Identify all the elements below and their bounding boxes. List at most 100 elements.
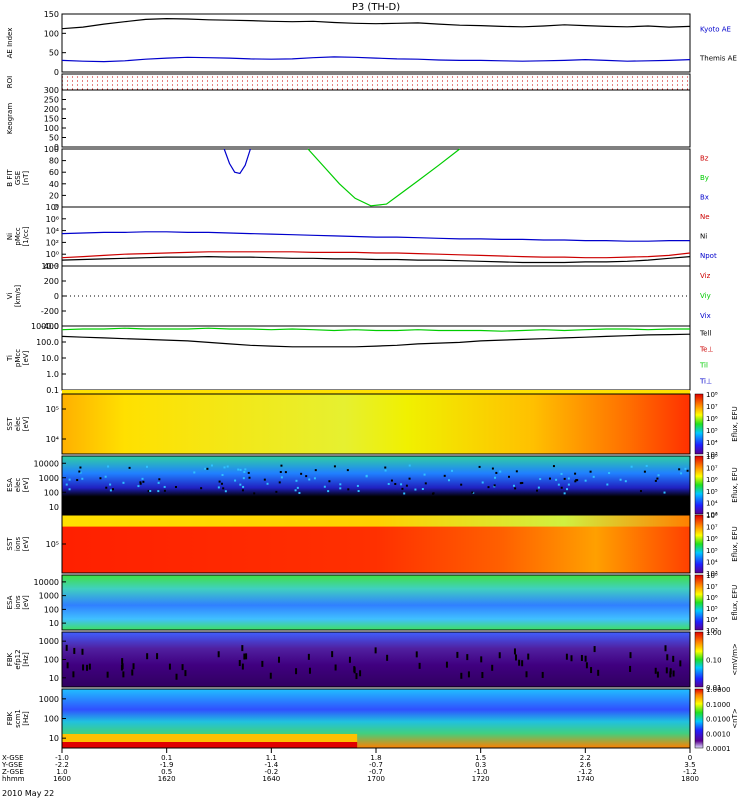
heatmap-speck	[285, 471, 287, 473]
heatmap-speck	[248, 472, 250, 474]
heatmap-speck	[566, 488, 568, 490]
panel-esa_e: 10³ 10⁴ 10⁵ 10⁶ 10⁷ 10⁸ Eflux, EFU 10 100 1000 100…	[6, 453, 739, 519]
heatmap-speck	[499, 652, 501, 658]
heatmap-speck	[69, 479, 71, 481]
heatmap-speck	[347, 488, 349, 490]
heatmap-speck	[278, 657, 280, 663]
heatmap-band	[62, 742, 357, 748]
heatmap-speck	[137, 485, 139, 487]
y-axis-label: [eV]	[22, 477, 30, 492]
heatmap-speck	[446, 662, 448, 668]
heatmap-speck	[110, 489, 112, 491]
colorbar-label: Eflux, EFU	[731, 585, 739, 620]
heatmap-speck	[295, 489, 297, 491]
colorbar-tick-label: 10⁷	[706, 524, 718, 532]
heatmap-speck	[227, 466, 229, 468]
y-axis-label: elec	[14, 478, 22, 493]
y-axis-label: ions	[14, 536, 22, 551]
y-axis-label: elec	[14, 417, 22, 432]
heatmap-speck	[79, 467, 81, 469]
colorbar	[695, 515, 703, 573]
heatmap-speck	[314, 477, 316, 479]
panel-ti: 0.1 1.0 10.0 100.0 1000.0 Ti pMcc [eV] Tell Te⊥ Ti…	[6, 322, 714, 395]
heatmap-speck	[409, 478, 411, 480]
legend-entry: Til	[699, 362, 708, 370]
colorbar-label: <nT>	[731, 708, 739, 729]
heatmap-speck	[308, 478, 310, 480]
heatmap-speck	[243, 471, 245, 473]
colorbar-tick-label: 10⁴	[706, 439, 718, 447]
heatmap-speck	[221, 483, 223, 485]
heatmap-speck	[169, 664, 171, 670]
heatmap-band	[62, 515, 690, 527]
heatmap-speck	[656, 478, 658, 480]
heatmap-speck	[384, 467, 386, 469]
heatmap-speck	[105, 476, 107, 478]
colorbar-tick-label: 10⁸	[706, 572, 718, 580]
heatmap-speck	[422, 488, 424, 490]
heatmap-speck	[357, 485, 359, 487]
heatmap-speck	[521, 660, 523, 666]
heatmap-speck	[105, 487, 107, 489]
heatmap-speck	[129, 467, 131, 469]
y-tick-label: 100	[44, 124, 59, 133]
colorbar-tick-label: 10⁴	[706, 558, 718, 566]
heatmap-speck	[280, 471, 282, 473]
y-tick-label: 50	[49, 134, 59, 143]
panel-fbk_e: 0.01 0.10 1.00 <mV/m> 10 100 1000 FBK efp12 [Hz]	[6, 629, 739, 692]
heatmap-speck	[558, 484, 560, 486]
heatmap-speck	[242, 489, 244, 491]
y-tick-label: 10⁴	[46, 435, 59, 444]
heatmap-speck	[508, 476, 510, 478]
heatmap-speck	[494, 484, 496, 486]
heatmap-speck	[358, 490, 360, 492]
heatmap-speck	[242, 486, 244, 488]
y-tick-label: 60	[49, 168, 59, 177]
y-tick-label: 50	[49, 49, 59, 58]
heatmap-fill	[62, 456, 690, 514]
y-tick-label: 0.1	[46, 386, 59, 395]
colorbar-tick-label: 10⁸	[706, 453, 718, 461]
heatmap-speck	[606, 484, 608, 486]
heatmap-speck	[574, 480, 576, 482]
y-axis-label: Ni	[6, 233, 14, 240]
colorbar-tick-label: 0.0001	[706, 745, 731, 753]
heatmap-speck	[146, 653, 148, 659]
y-tick-label: 100	[44, 145, 59, 154]
heatmap-speck	[86, 665, 88, 671]
heatmap-speck	[561, 487, 563, 489]
legend-entry: Viy	[700, 292, 711, 300]
heatmap-speck	[328, 480, 330, 482]
y-tick-label: 1000	[39, 637, 59, 646]
heatmap-speck	[451, 470, 453, 472]
heatmap-speck	[406, 485, 408, 487]
heatmap-speck	[158, 482, 160, 484]
heatmap-speck	[631, 466, 633, 468]
heatmap-speck	[468, 671, 470, 677]
heatmap-speck	[679, 660, 681, 666]
heatmap-speck	[366, 475, 368, 477]
heatmap-speck	[516, 470, 518, 472]
heatmap-speck	[69, 488, 71, 490]
y-tick-label: 0	[54, 68, 59, 77]
heatmap-speck	[72, 671, 74, 677]
heatmap-speck	[564, 492, 566, 494]
y-tick-label: 10²	[46, 238, 59, 247]
colorbar-tick-label: 0.10	[706, 657, 722, 665]
heatmap-speck	[672, 656, 674, 662]
series-line-ni	[62, 232, 690, 241]
heatmap-speck	[403, 492, 405, 494]
colorbar-tick-label: 10⁵	[706, 427, 718, 435]
heatmap-speck	[385, 469, 387, 471]
y-axis-label: B FIT	[6, 169, 14, 187]
legend-entry: Themis AE	[699, 54, 737, 62]
heatmap-speck	[521, 482, 523, 484]
heatmap-fill	[62, 575, 690, 630]
heatmap-speck	[640, 490, 642, 492]
heatmap-speck	[107, 465, 109, 467]
heatmap-speck	[239, 660, 241, 666]
heatmap-speck	[665, 645, 667, 651]
panel-keogram: 050100150200250300Keogram	[6, 86, 690, 152]
colorbar	[695, 689, 703, 748]
y-tick-label: 100	[44, 605, 59, 614]
